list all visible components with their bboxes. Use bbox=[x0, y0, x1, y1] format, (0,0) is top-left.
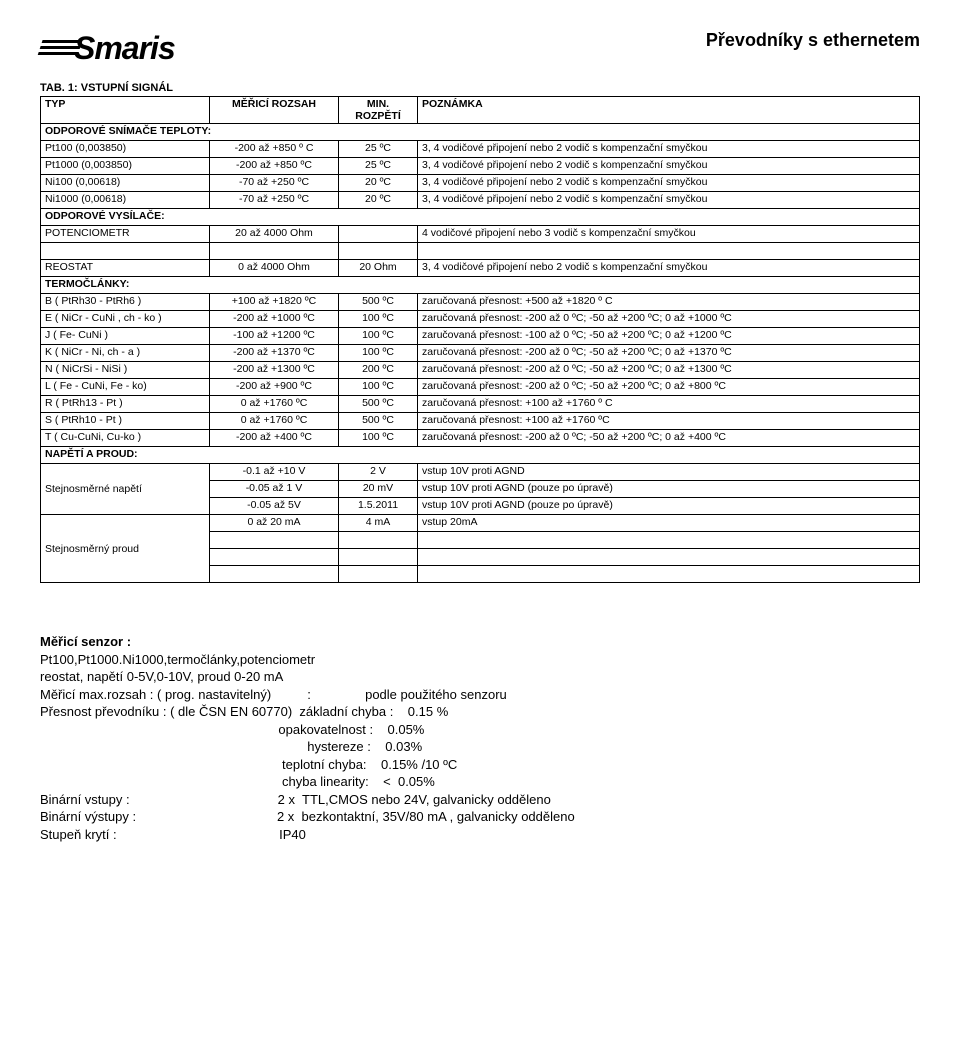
spec-line: opakovatelnost : 0.05% bbox=[40, 721, 920, 739]
section-voltage-current: NAPĚTÍ A PROUD: bbox=[41, 447, 920, 464]
section-thermocouples: TERMOČLÁNKY: bbox=[41, 277, 920, 294]
col-typ: TYP bbox=[41, 97, 210, 124]
table-row: S ( PtRh10 - Pt )0 až +1760 ºC500 ºCzaru… bbox=[41, 413, 920, 430]
spec-line: chyba linearity: < 0.05% bbox=[40, 773, 920, 791]
spec-sensor-label: Měřicí senzor : bbox=[40, 634, 131, 649]
table-row: E ( NiCr - CuNi , ch - ko )-200 až +1000… bbox=[41, 311, 920, 328]
dc-current-label: Stejnosměrný proud bbox=[41, 515, 210, 583]
col-rozsah: MĚŘICÍ ROZSAH bbox=[210, 97, 339, 124]
spec-line: Přesnost převodníku : ( dle ČSN EN 60770… bbox=[40, 703, 920, 721]
logo: Smaris bbox=[40, 30, 175, 67]
spec-line: Pt100,Pt1000.Ni1000,termočlánky,potencio… bbox=[40, 651, 920, 669]
logo-text: Smaris bbox=[74, 30, 175, 66]
logo-lines-icon bbox=[40, 27, 74, 64]
table-row: Ni100 (0,00618)-70 až +250 ºC20 ºC3, 4 v… bbox=[41, 175, 920, 192]
table-row: J ( Fe- CuNi )-100 až +1200 ºC100 ºCzaru… bbox=[41, 328, 920, 345]
table-row: POTENCIOMETR20 až 4000 Ohm4 vodičové při… bbox=[41, 226, 920, 243]
table-row: B ( PtRh30 - PtRh6 )+100 až +1820 ºC500 … bbox=[41, 294, 920, 311]
table-row: Stejnosměrný proud0 až 20 mA4 mAvstup 20… bbox=[41, 515, 920, 532]
section-resistance-transmitters: ODPOROVÉ VYSÍLAČE: bbox=[41, 209, 920, 226]
specifications-block: Měřicí senzor : Pt100,Pt1000.Ni1000,term… bbox=[40, 633, 920, 844]
spec-line: Měřicí max.rozsah : ( prog. nastavitelný… bbox=[40, 686, 920, 704]
table-row: L ( Fe - CuNi, Fe - ko)-200 až +900 ºC10… bbox=[41, 379, 920, 396]
spec-line: Stupeň krytí : IP40 bbox=[40, 826, 920, 844]
input-signal-table: TYP MĚŘICÍ ROZSAH MIN. ROZPĚTÍ POZNÁMKA … bbox=[40, 96, 920, 583]
spec-line: Binární vstupy : 2 x TTL,CMOS nebo 24V, … bbox=[40, 791, 920, 809]
table-title: TAB. 1: VSTUPNÍ SIGNÁL bbox=[40, 82, 920, 94]
page-header: Smaris Převodníky s ethernetem bbox=[40, 30, 920, 67]
table-row bbox=[41, 243, 920, 260]
table-row: Ni1000 (0,00618)-70 až +250 ºC20 ºC3, 4 … bbox=[41, 192, 920, 209]
section-resistance-sensors: ODPOROVÉ SNÍMAČE TEPLOTY: bbox=[41, 124, 920, 141]
table-row: N ( NiCrSi - NiSi )-200 až +1300 ºC200 º… bbox=[41, 362, 920, 379]
table-row: Pt1000 (0,003850)-200 až +850 ºC25 ºC3, … bbox=[41, 158, 920, 175]
spec-line: hystereze : 0.03% bbox=[40, 738, 920, 756]
dc-voltage-label: Stejnosměrné napětí bbox=[41, 464, 210, 515]
col-poznamka: POZNÁMKA bbox=[418, 97, 920, 124]
spec-line: teplotní chyba: 0.15% /10 ºC bbox=[40, 756, 920, 774]
spec-line: reostat, napětí 0-5V,0-10V, proud 0-20 m… bbox=[40, 668, 920, 686]
table-row: R ( PtRh13 - Pt )0 až +1760 ºC500 ºCzaru… bbox=[41, 396, 920, 413]
table-row: Pt100 (0,003850)-200 až +850 º C25 ºC3, … bbox=[41, 141, 920, 158]
spec-line: Binární výstupy : 2 x bezkontaktní, 35V/… bbox=[40, 808, 920, 826]
table-row: Stejnosměrné napětí-0.1 až +10 V2 Vvstup… bbox=[41, 464, 920, 481]
col-min: MIN. ROZPĚTÍ bbox=[339, 97, 418, 124]
table-row: K ( NiCr - Ni, ch - a )-200 až +1370 ºC1… bbox=[41, 345, 920, 362]
page-title: Převodníky s ethernetem bbox=[706, 30, 920, 51]
table-row: T ( Cu-CuNi, Cu-ko )-200 až +400 ºC100 º… bbox=[41, 430, 920, 447]
table-row: REOSTAT0 až 4000 Ohm20 Ohm3, 4 vodičové … bbox=[41, 260, 920, 277]
